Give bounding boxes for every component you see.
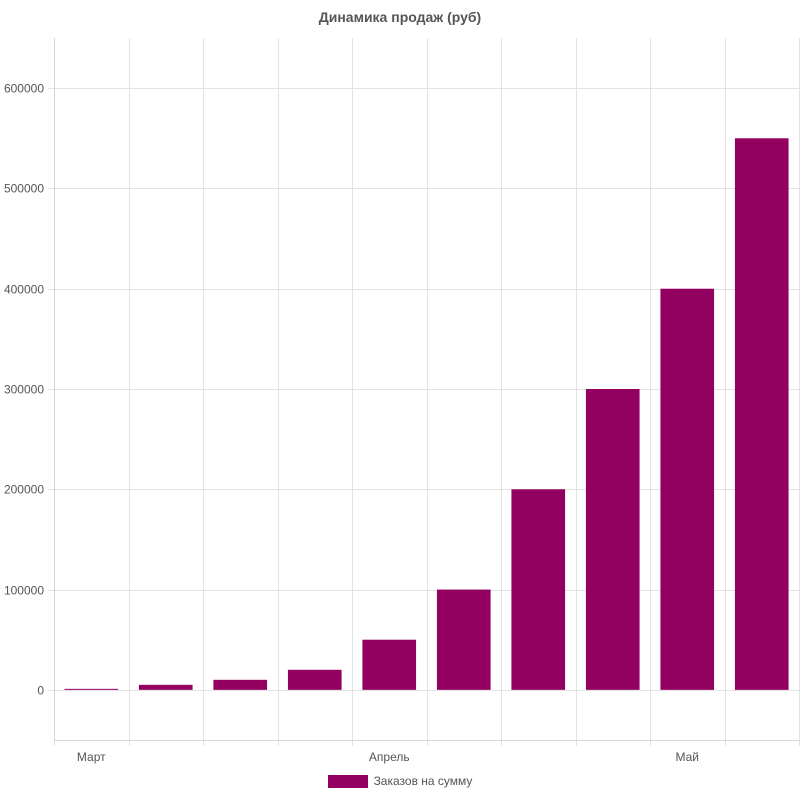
bar[interactable] — [511, 489, 566, 690]
bar[interactable] — [734, 138, 789, 690]
legend[interactable]: Заказов на сумму — [0, 774, 800, 788]
y-axis: 0 100000 200000 300000 400000 500000 600000 — [4, 38, 55, 740]
bar[interactable] — [660, 288, 715, 690]
bars — [64, 138, 789, 690]
x-tick-label: Апрель — [369, 750, 410, 764]
legend-swatch — [327, 774, 368, 788]
bar[interactable] — [585, 389, 640, 690]
bar[interactable] — [362, 639, 417, 690]
y-tick-label: 300000 — [4, 383, 44, 397]
y-tick-label: 600000 — [4, 82, 44, 96]
bar[interactable] — [138, 684, 193, 690]
bar[interactable] — [213, 679, 268, 690]
grid — [48, 38, 800, 746]
bar[interactable] — [64, 688, 119, 690]
y-tick-label: 0 — [37, 684, 44, 698]
x-tick-label: Май — [675, 750, 699, 764]
chart-title: Динамика продаж (руб) — [318, 9, 482, 25]
y-tick-label: 500000 — [4, 182, 44, 196]
legend-label: Заказов на сумму — [373, 774, 473, 788]
bar[interactable] — [287, 669, 342, 690]
y-tick-label: 400000 — [4, 283, 44, 297]
x-axis: Март Апрель Май — [54, 740, 799, 764]
y-tick-label: 100000 — [4, 584, 44, 598]
x-tick-label: Март — [77, 750, 106, 764]
bar[interactable] — [436, 589, 491, 690]
y-tick-label: 200000 — [4, 483, 44, 497]
